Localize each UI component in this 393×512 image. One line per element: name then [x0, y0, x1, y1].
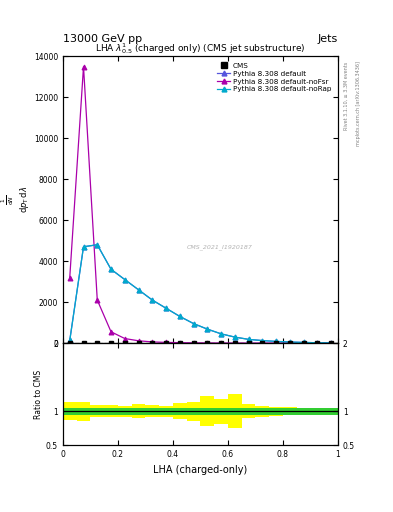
Bar — [310, 408, 324, 415]
Bar — [269, 407, 283, 416]
Bar — [297, 408, 310, 415]
Bar — [77, 408, 90, 415]
Bar — [187, 408, 200, 415]
Bar — [297, 408, 310, 415]
Y-axis label: Ratio to CMS: Ratio to CMS — [34, 370, 43, 419]
Bar — [255, 406, 269, 417]
Bar — [214, 408, 228, 415]
Bar — [214, 399, 228, 423]
Bar — [173, 408, 187, 415]
Bar — [173, 403, 187, 419]
Legend: CMS, Pythia 8.308 default, Pythia 8.308 default-noFsr, Pythia 8.308 default-noRa: CMS, Pythia 8.308 default, Pythia 8.308 … — [214, 60, 334, 95]
Y-axis label: $\frac{1}{\mathrm{d}N}$
$\mathrm{d}p_\mathrm{T}\,\mathrm{d}\lambda$: $\frac{1}{\mathrm{d}N}$ $\mathrm{d}p_\ma… — [0, 186, 31, 214]
Bar — [187, 402, 200, 421]
Bar — [228, 408, 242, 415]
Bar — [132, 404, 145, 418]
Bar — [255, 408, 269, 415]
Bar — [159, 406, 173, 417]
Text: Jets: Jets — [318, 33, 338, 44]
Bar — [63, 408, 77, 415]
Bar — [90, 408, 104, 415]
Bar — [324, 408, 338, 415]
Bar — [200, 408, 214, 415]
Bar — [269, 408, 283, 415]
Bar — [77, 402, 90, 421]
Text: mcplots.cern.ch [arXiv:1306.3436]: mcplots.cern.ch [arXiv:1306.3436] — [356, 61, 361, 146]
Bar — [242, 408, 255, 415]
Bar — [145, 405, 159, 417]
Title: LHA $\lambda^{1}_{0.5}$ (charged only) (CMS jet substructure): LHA $\lambda^{1}_{0.5}$ (charged only) (… — [95, 41, 306, 56]
Bar — [200, 396, 214, 426]
Bar — [118, 406, 132, 417]
Bar — [324, 409, 338, 414]
Bar — [242, 404, 255, 418]
Bar — [283, 407, 297, 415]
Bar — [145, 408, 159, 415]
Bar — [228, 394, 242, 429]
Bar — [104, 408, 118, 415]
Bar — [283, 408, 297, 415]
Text: CMS_2021_I1920187: CMS_2021_I1920187 — [187, 244, 253, 250]
Bar — [159, 408, 173, 415]
Bar — [310, 409, 324, 414]
Bar — [63, 402, 77, 420]
Bar — [90, 405, 104, 417]
X-axis label: LHA (charged-only): LHA (charged-only) — [153, 465, 248, 475]
Text: 13000 GeV pp: 13000 GeV pp — [63, 33, 142, 44]
Text: Rivet 3.1.10, ≥ 3.3M events: Rivet 3.1.10, ≥ 3.3M events — [344, 61, 349, 130]
Bar — [104, 405, 118, 417]
Bar — [118, 408, 132, 415]
Bar — [132, 408, 145, 415]
